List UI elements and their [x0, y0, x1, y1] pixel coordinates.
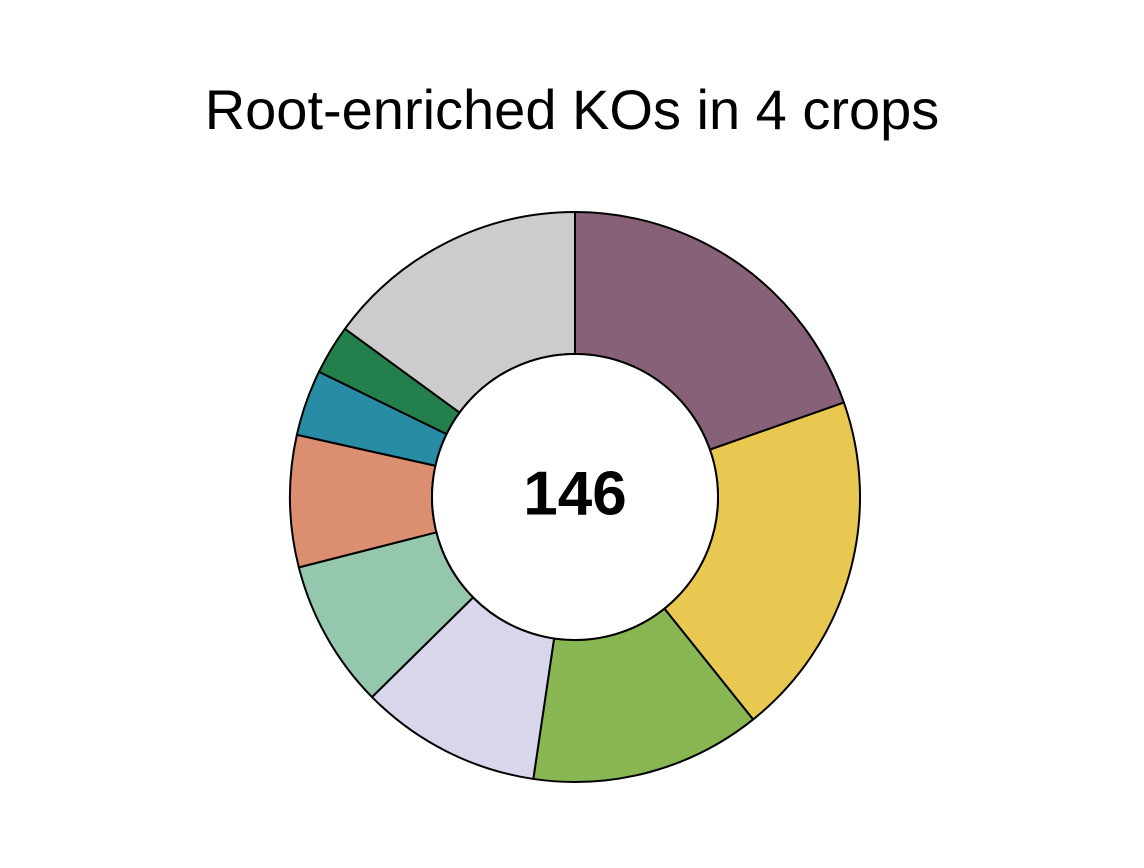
center-total-label: 146	[523, 459, 626, 528]
donut-hole	[431, 353, 719, 641]
chart-title: Root-enriched KOs in 4 crops	[204, 78, 940, 141]
donut-slices	[289, 211, 861, 783]
